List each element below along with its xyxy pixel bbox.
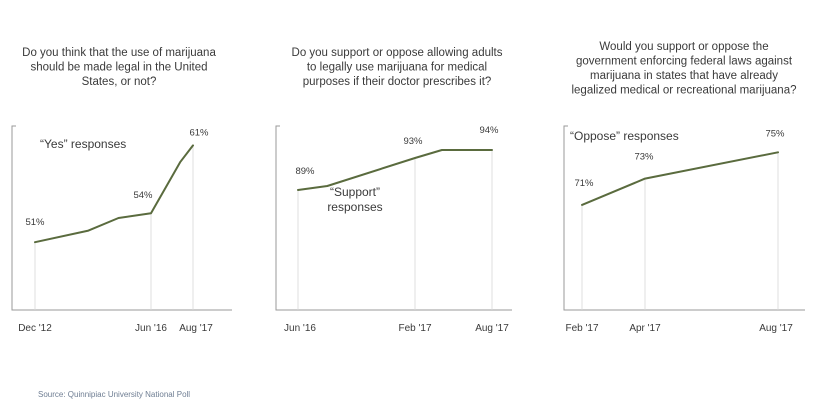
data-label: 75%: [765, 128, 785, 139]
series-annotation-line: “Support”: [330, 185, 380, 199]
data-label: 51%: [25, 217, 45, 228]
data-label: 54%: [133, 190, 153, 201]
chart-title: Do you support or oppose allowing adults…: [292, 47, 503, 88]
series-annotation-line: “Oppose” responses: [570, 129, 679, 143]
chart-title-line: States, or not?: [82, 76, 157, 88]
axis-frame: [11, 125, 232, 311]
chart-title: Would you support or oppose the governmen…: [571, 41, 796, 97]
x-tick-label: Jun '16: [284, 323, 316, 334]
x-tick-label: Aug '17: [475, 323, 509, 334]
axis-frame: [563, 125, 805, 311]
x-tick-label: Feb '17: [565, 323, 598, 334]
chart-title-line: purposes if their doctor prescribes it?: [303, 76, 492, 88]
series-annotation: “Support” responses: [327, 185, 382, 214]
series-line: [34, 144, 194, 244]
series-annotation: “Oppose” responses: [570, 129, 679, 143]
source-note: Source: Quinnipiac University National P…: [38, 390, 190, 399]
series-annotation-line: “Yes” responses: [40, 137, 126, 151]
chart-title-line: government enforcing federal laws agains…: [576, 56, 793, 68]
x-tick-label: Jun '16: [135, 323, 167, 334]
series-line: [581, 151, 779, 206]
x-tick-label: Dec '12: [18, 323, 52, 334]
chart-title-line: Do you support or oppose allowing adults: [292, 47, 503, 59]
x-tick-label: Aug '17: [759, 323, 793, 334]
chart-panel-3: Would you support or oppose the governmen…: [563, 41, 805, 334]
chart-title-line: Would you support or oppose the: [599, 41, 768, 53]
chart-title: Do you think that the use of marijuana sh…: [22, 47, 216, 88]
chart-panel-1: Do you think that the use of marijuana sh…: [11, 47, 232, 334]
x-tick-label: Apr '17: [629, 323, 661, 334]
chart-title-line: marijuana in states that have already: [590, 70, 778, 82]
series-annotation-line: responses: [327, 200, 382, 214]
chart-title-line: to legally use marijuana for medical: [307, 62, 487, 74]
chart-title-line: Do you think that the use of marijuana: [22, 47, 216, 59]
chart-panel-2: Do you support or oppose allowing adults…: [275, 47, 512, 334]
axis-frame: [275, 125, 512, 311]
x-tick-label: Aug '17: [179, 323, 213, 334]
data-label: 73%: [634, 152, 654, 163]
data-label: 93%: [403, 136, 423, 147]
series-annotation: “Yes” responses: [40, 137, 126, 151]
chart-title-line: should be made legal in the United: [30, 62, 207, 74]
series-line: [297, 149, 493, 191]
data-label: 94%: [479, 125, 499, 136]
x-tick-label: Feb '17: [398, 323, 431, 334]
data-label: 89%: [295, 166, 315, 177]
chart-title-line: legalized medical or recreational mariju…: [571, 85, 796, 97]
data-label: 61%: [189, 127, 209, 138]
data-label: 71%: [574, 178, 594, 189]
